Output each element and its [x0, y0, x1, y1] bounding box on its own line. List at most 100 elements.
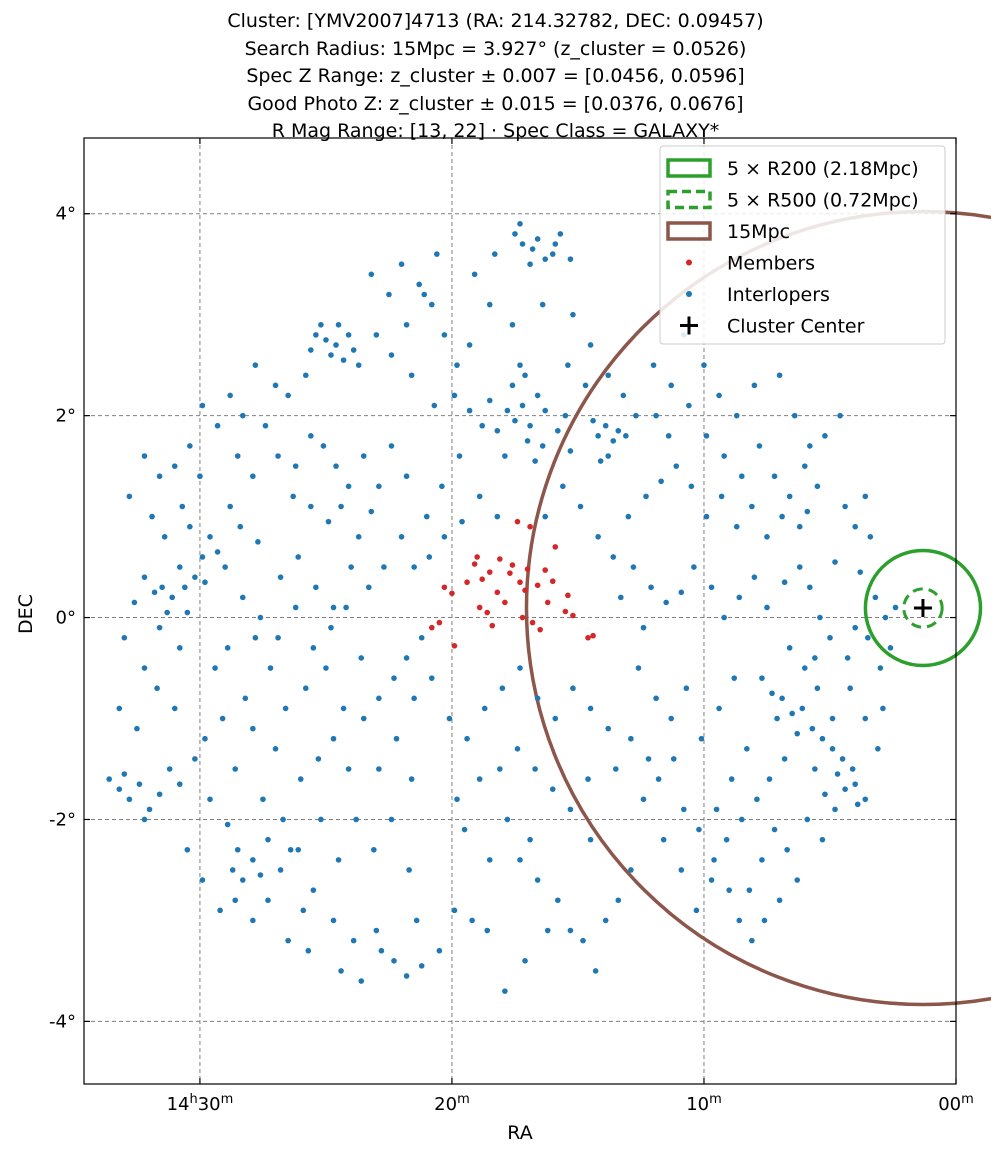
interloper-point — [272, 746, 279, 752]
interloper-point — [542, 407, 549, 414]
interloper-point — [834, 771, 841, 777]
interloper-point — [290, 493, 296, 500]
interloper-point — [653, 412, 659, 419]
legend-box — [659, 145, 946, 345]
legend-label: Members — [727, 253, 815, 275]
member-point — [436, 619, 443, 626]
legend-label: 5 × R200 (2.18Mpc) — [727, 158, 919, 180]
interloper-point — [562, 412, 569, 419]
interloper-point — [819, 836, 826, 843]
member-point — [552, 544, 559, 550]
interloper-point — [358, 655, 365, 661]
interloper-point — [610, 554, 617, 560]
interloper-point — [310, 645, 317, 651]
interloper-point — [517, 665, 523, 671]
y-tick-label: 0° — [56, 608, 76, 629]
interloper-point — [358, 978, 365, 984]
x-tick-label: 20m — [434, 1092, 470, 1116]
member-point — [449, 590, 455, 597]
member-point — [486, 569, 493, 575]
interloper-point — [330, 735, 337, 742]
interloper-point — [340, 705, 347, 712]
interloper-point — [408, 776, 415, 782]
interloper-point — [822, 433, 828, 439]
interloper-point — [376, 483, 382, 490]
member-point — [441, 584, 448, 591]
interloper-point — [635, 665, 642, 671]
interloper-point — [721, 453, 727, 459]
interloper-point — [292, 604, 299, 611]
member-point — [489, 622, 496, 629]
interloper-point — [877, 665, 884, 671]
interloper-point — [801, 463, 808, 469]
interloper-point — [549, 786, 556, 792]
interloper-point — [239, 412, 246, 419]
legend-swatch — [666, 189, 712, 210]
interloper-point — [688, 483, 695, 490]
interloper-point — [736, 594, 743, 601]
member-point — [474, 554, 480, 560]
interloper-point — [199, 877, 206, 883]
interloper-point — [723, 836, 730, 843]
interloper-point — [350, 937, 357, 944]
interloper-point — [829, 715, 836, 722]
interloper-point — [250, 857, 256, 863]
interloper-point — [779, 513, 785, 520]
interloper-point — [744, 746, 750, 752]
interloper-point — [308, 347, 314, 353]
interloper-point — [330, 604, 337, 611]
interloper-point — [555, 897, 561, 904]
legend-swatch — [686, 291, 692, 297]
interloper-point — [701, 362, 707, 368]
interloper-point — [277, 574, 284, 580]
interloper-point — [580, 937, 586, 944]
interloper-point — [716, 392, 722, 399]
interloper-point — [403, 973, 410, 979]
interloper-point — [827, 634, 833, 641]
interloper-point — [126, 796, 133, 803]
interloper-point — [340, 357, 347, 363]
interloper-point — [426, 554, 433, 560]
interloper-point — [421, 291, 428, 298]
interloper-point — [812, 766, 818, 772]
interloper-point — [582, 382, 589, 389]
interloper-point — [731, 675, 738, 681]
interloper-point — [285, 937, 291, 944]
interloper-point — [250, 725, 256, 732]
interloper-point — [141, 453, 148, 459]
interloper-point — [371, 846, 377, 853]
r500-circle — [902, 587, 944, 629]
interloper-point — [229, 867, 236, 873]
interloper-point — [491, 251, 498, 257]
interloper-point — [411, 695, 417, 702]
interloper-point — [842, 503, 848, 510]
interloper-point — [454, 796, 460, 803]
interloper-point — [759, 675, 765, 681]
interloper-point — [328, 624, 334, 631]
interloper-point — [514, 746, 521, 752]
member-point — [479, 576, 485, 582]
interloper-point — [605, 372, 612, 379]
interloper-point — [749, 503, 755, 510]
title-line-radius: Search Radius: 15Mpc = 3.927° (z_cluster… — [244, 37, 747, 60]
interloper-point — [439, 483, 445, 490]
member-point — [570, 612, 576, 619]
interloper-point — [318, 816, 324, 823]
interloper-point — [285, 392, 291, 399]
interloper-point — [411, 564, 417, 570]
y-tick-label: 2° — [56, 406, 76, 427]
interloper-point — [355, 533, 362, 540]
interloper-point — [192, 756, 198, 762]
interloper-point — [668, 382, 675, 389]
interloper-point — [698, 735, 705, 742]
interloper-point — [711, 857, 717, 863]
interloper-point — [368, 271, 375, 278]
interloper-point — [807, 584, 813, 591]
interloper-point — [822, 791, 828, 798]
interloper-point — [854, 801, 861, 808]
interloper-point — [373, 927, 380, 934]
member-point — [517, 579, 523, 586]
legend-swatch — [666, 221, 712, 241]
interloper-point — [335, 857, 342, 863]
